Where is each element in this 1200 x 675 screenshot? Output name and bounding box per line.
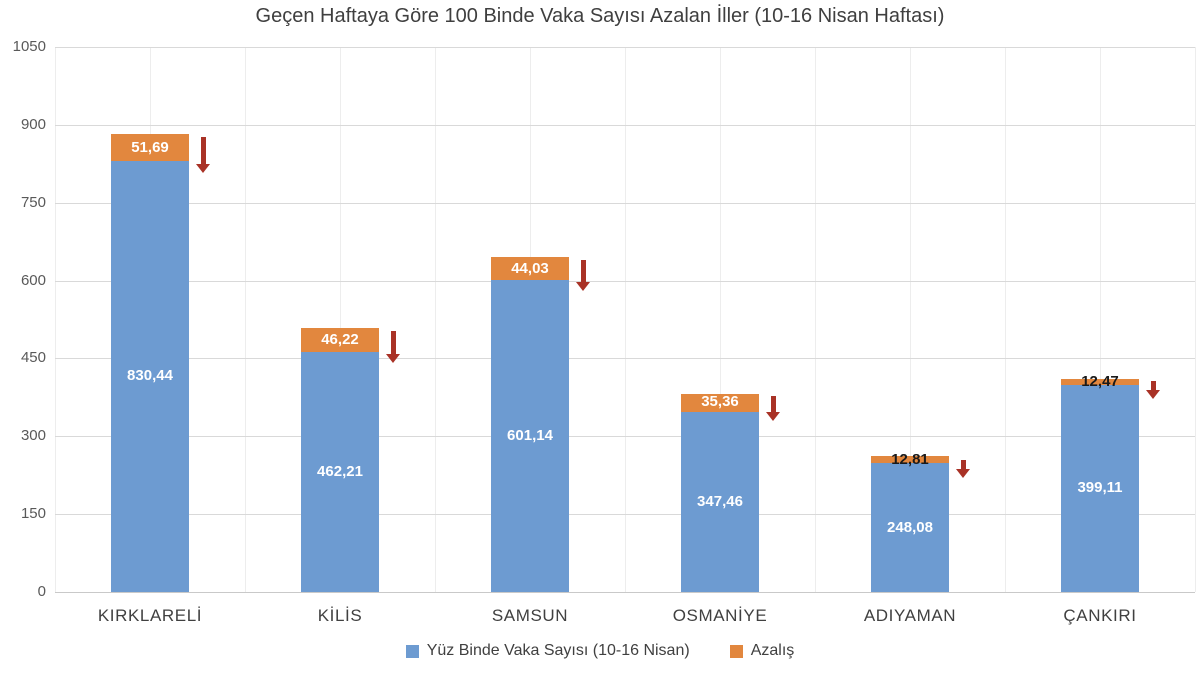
gridline-vertical bbox=[435, 47, 436, 592]
gridline-horizontal bbox=[55, 514, 1195, 515]
decrease-arrow-head bbox=[766, 412, 780, 421]
y-axis-tick-label: 750 bbox=[20, 194, 46, 211]
decrease-arrow-head bbox=[956, 469, 970, 478]
y-axis-tick-label: 0 bbox=[37, 583, 46, 600]
gridline-vertical bbox=[625, 47, 626, 592]
y-axis-tick-label: 150 bbox=[20, 505, 46, 522]
legend-label-decrease: Azalış bbox=[750, 642, 795, 659]
decrease-arrow-shaft bbox=[1150, 381, 1156, 390]
bar-blue-segment bbox=[111, 161, 189, 592]
y-axis-tick-label: 450 bbox=[20, 349, 46, 366]
legend-item-cases: Yüz Binde Vaka Sayısı (10-16 Nisan) bbox=[405, 642, 690, 660]
bar-value-label: 601,14 bbox=[507, 427, 553, 444]
decrease-arrow-shaft bbox=[580, 260, 586, 282]
bar-orange-segment bbox=[111, 134, 189, 161]
gridline-horizontal bbox=[55, 281, 1195, 282]
gridline-vertical bbox=[815, 47, 816, 592]
bar-blue-segment bbox=[1061, 385, 1139, 592]
gridline-horizontal bbox=[55, 358, 1195, 359]
bar-value-label: 462,21 bbox=[317, 463, 363, 480]
gridline-vertical bbox=[55, 47, 56, 592]
legend-swatch-orange bbox=[729, 644, 743, 658]
decrease-arrow-shaft bbox=[770, 396, 776, 412]
x-axis-category-label: SAMSUN bbox=[491, 606, 569, 625]
bar-value-label: 248,08 bbox=[887, 519, 933, 536]
decrease-arrow-shaft bbox=[390, 331, 396, 354]
bar-blue-segment bbox=[491, 280, 569, 592]
gridline-vertical bbox=[340, 47, 341, 592]
y-axis-tick-label: 600 bbox=[20, 272, 46, 289]
decrease-arrow-head bbox=[576, 282, 590, 291]
x-axis-category-label: ADIYAMAN bbox=[863, 606, 957, 625]
x-axis-line bbox=[55, 592, 1195, 593]
decrease-value-label: 46,22 bbox=[321, 331, 359, 348]
bar-blue-segment bbox=[681, 412, 759, 592]
legend-swatch-blue bbox=[405, 644, 419, 658]
gridline-vertical bbox=[720, 47, 721, 592]
bar-value-label: 830,44 bbox=[127, 367, 173, 384]
decrease-value-label: 35,36 bbox=[701, 393, 739, 410]
legend-item-decrease: Azalış bbox=[729, 642, 795, 660]
bar-orange-segment bbox=[681, 394, 759, 412]
gridline-horizontal bbox=[55, 125, 1195, 126]
x-axis-category-label: ÇANKIRI bbox=[1063, 606, 1137, 625]
decrease-arrow-head bbox=[386, 354, 400, 363]
decrease-arrow-head bbox=[196, 164, 210, 173]
chart-title: Geçen Haftaya Göre 100 Binde Vaka Sayısı… bbox=[255, 5, 945, 27]
x-axis-category-label: KIRKLARELİ bbox=[97, 606, 203, 625]
gridline-vertical bbox=[1195, 47, 1196, 592]
x-axis-category-label: OSMANİYE bbox=[672, 606, 768, 625]
decrease-arrow-icon bbox=[386, 331, 400, 363]
gridline-horizontal bbox=[55, 203, 1195, 204]
decrease-arrow-icon bbox=[1146, 381, 1160, 399]
decrease-arrow-icon bbox=[956, 460, 970, 478]
legend: Yüz Binde Vaka Sayısı (10-16 Nisan) Azal… bbox=[0, 642, 1200, 660]
decrease-value-label: 44,03 bbox=[511, 260, 549, 277]
bar-value-label: 399,11 bbox=[1077, 479, 1123, 496]
legend-label-cases: Yüz Binde Vaka Sayısı (10-16 Nisan) bbox=[426, 642, 690, 659]
gridline-vertical bbox=[245, 47, 246, 592]
gridline-horizontal bbox=[55, 436, 1195, 437]
plot-area: 830,44 51,69 462,21 46,22 601,14 44,03 347,46 3… bbox=[55, 47, 1196, 593]
x-axis-category-label: KİLİS bbox=[317, 606, 363, 625]
decrease-arrow-icon bbox=[196, 137, 210, 173]
gridline-horizontal bbox=[55, 47, 1195, 48]
bar-value-label: 347,46 bbox=[697, 493, 743, 510]
decrease-arrow-icon bbox=[576, 260, 590, 291]
decrease-value-label: 12,47 bbox=[1081, 373, 1119, 390]
decrease-arrow-shaft bbox=[200, 137, 206, 164]
gridline-vertical bbox=[1100, 47, 1101, 592]
y-axis-tick-label: 300 bbox=[20, 427, 46, 444]
bar-blue-segment bbox=[871, 463, 949, 592]
y-axis-tick-label: 900 bbox=[20, 116, 46, 133]
bar-orange-segment bbox=[871, 456, 949, 463]
y-axis-tick-label: 1050 bbox=[12, 38, 46, 55]
bar-blue-segment bbox=[301, 352, 379, 592]
bar-orange-segment bbox=[301, 328, 379, 352]
bar-orange-segment bbox=[491, 257, 569, 280]
decrease-value-label: 12,81 bbox=[891, 451, 929, 468]
gridline-vertical bbox=[1005, 47, 1006, 592]
gridline-vertical bbox=[910, 47, 911, 592]
decrease-arrow-head bbox=[1146, 390, 1160, 399]
bar-orange-segment bbox=[1061, 379, 1139, 385]
decrease-arrow-icon bbox=[766, 396, 780, 421]
decrease-arrow-shaft bbox=[960, 460, 966, 469]
decrease-value-label: 51,69 bbox=[131, 139, 169, 156]
